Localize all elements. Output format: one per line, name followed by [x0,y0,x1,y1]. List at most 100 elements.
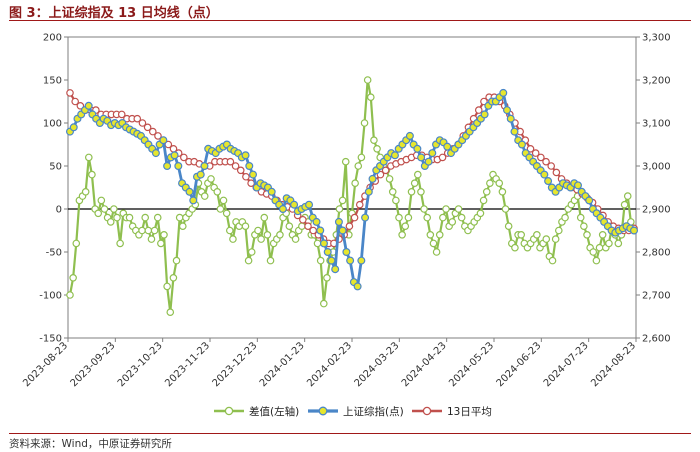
series-index-point [338,226,347,235]
x-tick-label: 2023-12-23 [211,340,260,389]
chart-title: 图 3：上证综指及 13 日均线（点） [9,6,219,21]
series-spread-point [589,248,598,256]
series-spread-point [388,188,397,196]
series-index-point [443,142,452,151]
series-ma13-point [381,166,390,175]
series-spread-point [429,239,438,248]
series-ma13-point [299,215,307,224]
series-spread-point [598,231,607,239]
series-spread-point [247,248,256,256]
series-index-point [390,151,399,160]
series-spread-point [219,196,228,205]
series-ma13-point [236,166,245,175]
series-spread-point [583,231,591,239]
series-spread-point [100,205,109,213]
series-index-point [174,162,183,171]
right-tick-label: 2,700 [642,291,671,302]
series-ma13-point [66,89,74,97]
series-spread-point [276,231,284,239]
series-index-point [540,170,549,179]
series-ma13-point [350,213,359,222]
series-index-point [503,106,512,115]
series-spread-point [266,256,275,265]
x-tick-label: 2023-08-23 [21,340,70,389]
left-tick-label: 0 [56,205,62,216]
series-ma13-point [154,132,162,140]
series-index-point [480,110,489,119]
series-spread-point [410,179,419,188]
series-index-point [84,101,93,110]
series-spread-point [623,192,632,200]
series-spread-point [166,308,175,317]
series-spread-point [341,157,350,166]
series-spread-point [501,205,510,213]
series-spread-point [338,196,347,205]
series-spread-point [323,273,331,282]
x-tick-label: 2024-02-23 [305,340,354,389]
series-spread-point [360,119,369,127]
series-index-point [312,217,321,226]
series-spread-point [432,248,441,256]
series-index-point [368,174,377,183]
series-spread-point [511,243,519,252]
series-index-point [413,144,422,153]
x-tick-label: 2023-09-23 [69,340,118,389]
left-tick-label: 150 [43,76,62,87]
series-spread-point [141,213,150,222]
series-index-point [319,239,328,248]
series-ma13-point [526,145,535,153]
series-ma13-point [474,106,483,114]
series-index-point [305,200,314,209]
series-ma13-point [180,153,188,162]
series-spread-point [605,239,613,248]
series-spread-point [72,239,81,248]
series-index-point [629,226,638,235]
series-spread-point [106,218,115,226]
series-spread-point [207,175,215,183]
x-tick-label: 2024-07-23 [542,340,591,389]
left-tick-label: 200 [43,33,62,44]
series-index [65,88,638,291]
series-index-point [331,265,340,274]
series-spread-point [435,231,444,239]
legend-marker-spread [224,406,234,416]
series-spread [66,76,638,317]
series-spread-point [448,218,457,226]
series-spread-point [147,235,156,243]
series-index-point [346,256,355,265]
series-spread-point [479,196,488,205]
series-spread-point [385,175,394,183]
series-index-point [334,217,343,226]
series-spread-point [504,222,513,231]
series-spread-point [548,256,557,265]
series-spread-point [116,239,124,248]
series-index-point [417,153,426,162]
series-index-point [506,114,515,123]
series-index-point [200,162,209,171]
series-spread-point [357,153,366,162]
series-ma13-point [226,157,235,166]
series-ma13-point [537,153,545,162]
right-tick-label: 2,800 [642,248,671,259]
series-spread-point [85,153,93,162]
left-tick-label: 50 [49,162,62,173]
series-spread-point [542,235,551,243]
series-spread-point [316,256,325,265]
x-tick-label: 2024-05-23 [447,340,496,389]
series-index-point [249,170,258,179]
series-spread-point [614,239,623,248]
series-index-point [163,162,172,171]
series-index-point [278,205,287,214]
series-spread-point [404,213,413,222]
series-spread-point [157,239,165,248]
series-spread-point [442,205,450,213]
series-spread-point [517,231,526,239]
series-spread-point [66,291,74,299]
series-layer [65,76,638,317]
series-index-point [241,151,250,160]
right-tick-label: 3,100 [642,119,671,130]
series-spread-point [413,170,422,179]
series-ma13 [66,89,638,248]
series-spread-point [172,256,181,265]
series-index-point [405,131,414,140]
